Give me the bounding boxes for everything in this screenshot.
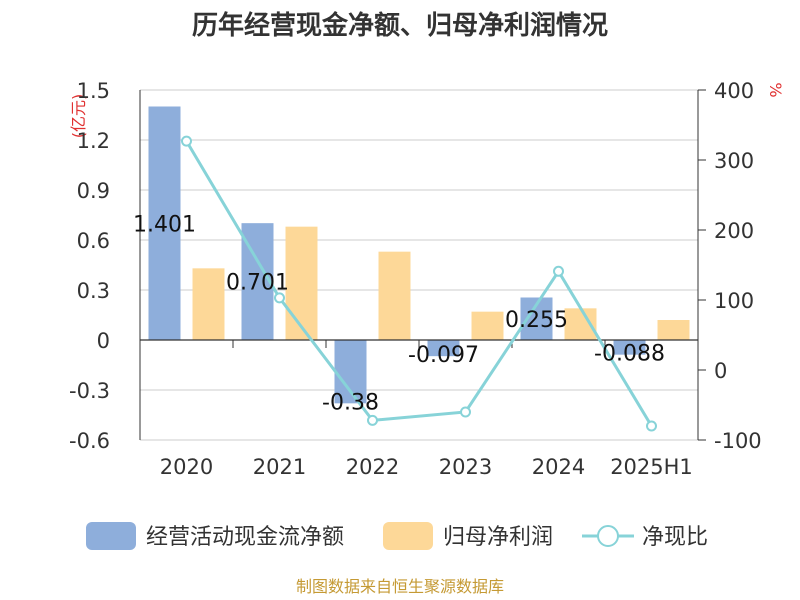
ratio-line-path — [185, 140, 653, 427]
ratio-point — [460, 406, 471, 418]
cash-flow-data-label: 0.255 — [505, 308, 568, 333]
bars — [148, 106, 690, 404]
cash-flow-data-label: 0.701 — [226, 271, 289, 296]
category-label: 2020 — [160, 455, 213, 479]
legend-cash-flow-swatch — [86, 522, 136, 550]
net-profit-bar — [285, 226, 318, 340]
source-note: 制图数据来自恒生聚源数据库 — [296, 577, 504, 596]
cash-flow-data-label: -0.088 — [594, 342, 665, 367]
right-tick-label: 300 — [714, 149, 754, 173]
category-label: 2021 — [253, 455, 306, 479]
legend: 经营活动现金流净额 归母净利润 净现比 — [86, 522, 708, 550]
ratio-point — [181, 135, 192, 147]
left-tick-label: 0.6 — [77, 229, 110, 253]
cash-flow-data-label: -0.38 — [322, 390, 379, 415]
cash-flow-bar — [427, 340, 460, 357]
cash-flow-data-label: 1.401 — [133, 212, 196, 237]
left-tick-label: 0 — [97, 329, 110, 353]
left-tick-label: -0.3 — [69, 379, 110, 403]
cash-flow-data-label: -0.097 — [408, 343, 479, 368]
left-tick-label: 1.2 — [77, 129, 110, 153]
right-tick-label: 0 — [714, 359, 727, 383]
ratio-line — [181, 135, 657, 432]
ratio-point — [646, 420, 657, 432]
left-tick-label: 0.3 — [77, 279, 110, 303]
net-profit-bar — [192, 268, 225, 340]
legend-label: 经营活动现金流净额 — [146, 525, 344, 550]
legend-net-profit-swatch — [383, 522, 433, 550]
ratio-point — [367, 414, 378, 426]
category-label: 2025H1 — [610, 455, 693, 479]
right-tick-label: 400 — [714, 79, 754, 103]
tick-labels: 1.5 1.2 0.9 0.6 0.3 0 -0.3 -0.6 400 300 200 100 0 -10… — [69, 79, 762, 479]
legend-label: 归母净利润 — [443, 525, 553, 550]
left-tick-label: -0.6 — [69, 429, 110, 453]
data-labels: 1.401 0.701 -0.38 -0.097 0.255 -0.088 — [133, 212, 665, 415]
right-axis-unit: % — [766, 82, 785, 97]
cash-flow-bar — [613, 340, 646, 355]
net-profit-bar — [378, 251, 411, 340]
category-label: 2024 — [532, 455, 585, 479]
category-label: 2023 — [439, 455, 492, 479]
legend-label: 净现比 — [642, 525, 708, 550]
right-tick-label: -100 — [714, 429, 762, 453]
right-tick-label: 100 — [714, 289, 754, 313]
ratio-point — [274, 292, 285, 304]
left-tick-label: 0.9 — [77, 179, 110, 203]
axes — [139, 89, 706, 441]
category-label: 2022 — [346, 455, 399, 479]
left-axis-unit: (亿元) — [69, 94, 88, 139]
gridlines — [140, 89, 698, 441]
ratio-point — [553, 265, 564, 277]
right-tick-label: 200 — [714, 219, 754, 243]
chart-title: 历年经营现金净额、归母净利润情况 — [192, 10, 608, 41]
left-tick-label: 1.5 — [77, 79, 110, 103]
net-profit-bar — [657, 320, 690, 340]
legend-ratio-marker — [597, 525, 619, 547]
cash-flow-bar — [148, 106, 181, 340]
net-profit-bar — [471, 311, 504, 340]
